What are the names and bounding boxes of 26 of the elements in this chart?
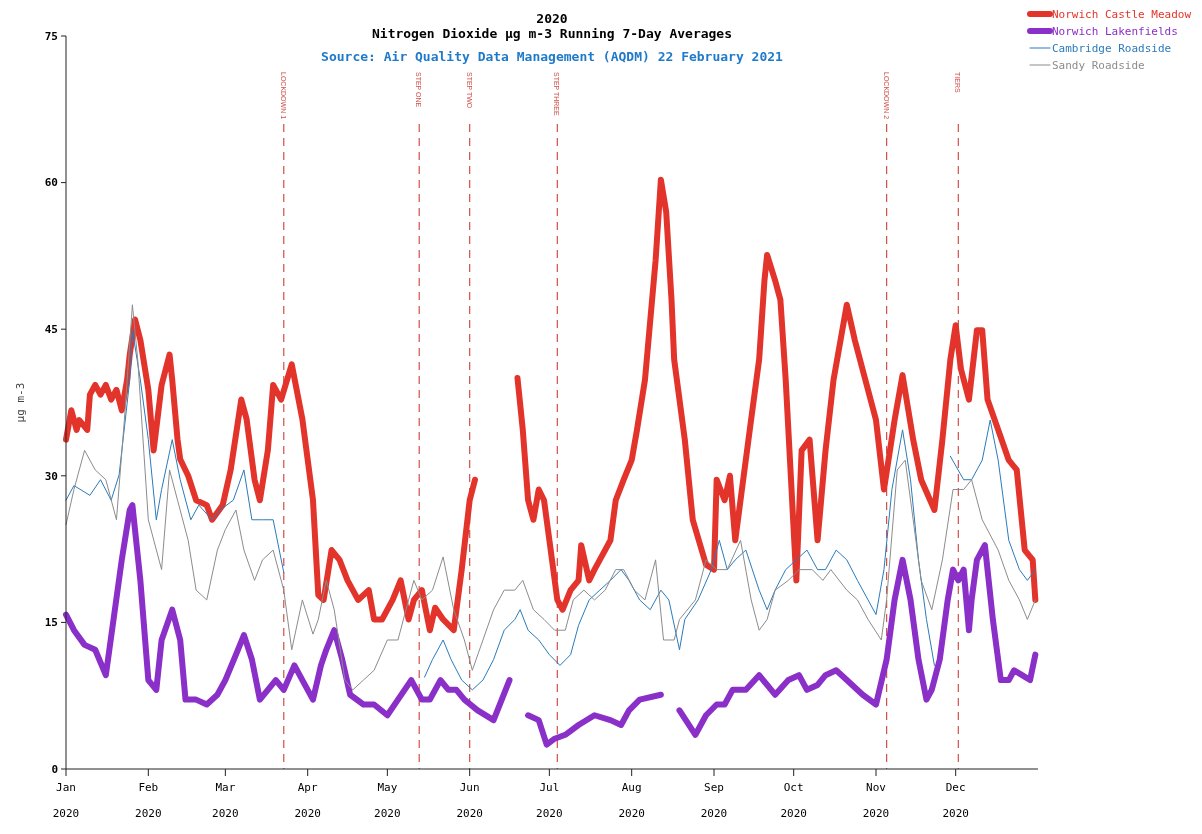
x-tick-label: Feb 2020 [135,781,162,820]
legend-label: Norwich Lakenfields [1052,24,1178,38]
chart-title: 2020 [536,11,568,26]
x-tick-label: Jan 2020 [52,781,80,820]
x-tick-label: Aug 2020 [618,781,645,820]
x-tick-label: Dec 2020 [942,781,969,820]
x-tick-label: Apr 2020 [294,781,321,820]
legend-label: Norwich Castle Meadow [1052,7,1192,21]
y-tick-label: 60 [44,176,58,190]
legend-label: Sandy Roadside [1052,58,1145,72]
y-tick-label: 30 [44,469,58,483]
y-tick-label: 0 [51,762,58,776]
x-tick-label: Jul 2020 [536,781,563,820]
chart-subtitle: Nitrogen Dioxide µg m-3 Running 7-Day Averages [371,26,733,41]
x-tick-label: May 2020 [374,781,401,820]
y-tick-label: 75 [44,29,58,43]
y-axis-title: µg m-3 [14,382,27,423]
y-tick-label: 45 [44,323,58,337]
x-tick-label: Jun 2020 [456,781,483,820]
y-tick-label: 15 [44,616,58,630]
x-tick-label: Oct 2020 [780,781,807,820]
legend-label: Cambridge Roadside [1052,41,1172,55]
x-tick-label: Mar 2020 [212,781,239,820]
annotation: Source: Air Quality Data Management (AQDM) 22 February 2021 [321,49,784,64]
x-tick-label: Sep 2020 [700,781,728,820]
x-tick-label: Nov 2020 [862,781,890,820]
